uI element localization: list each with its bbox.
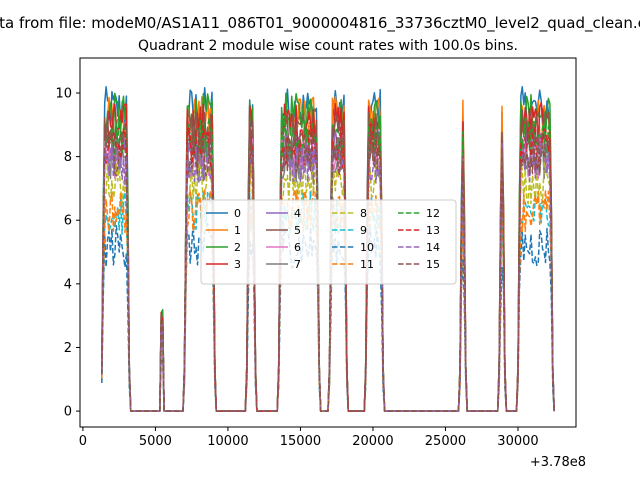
- x-tick-label: 0: [79, 434, 87, 449]
- x-tick-label: 25000: [425, 434, 466, 449]
- legend-label-8: 8: [360, 207, 367, 220]
- y-tick-label: 0: [64, 405, 72, 420]
- x-tick-label: 30000: [497, 434, 538, 449]
- x-tick-label: 15000: [280, 434, 321, 449]
- legend-label-5: 5: [294, 224, 301, 237]
- x-tick-label: 5000: [139, 434, 172, 449]
- legend-label-6: 6: [294, 241, 301, 254]
- figure-suptitle: Data from file: modeM0/AS1A11_086T01_900…: [0, 14, 640, 33]
- x-tick-label: 10000: [207, 434, 248, 449]
- y-tick-label: 6: [64, 214, 72, 229]
- legend-label-4: 4: [294, 207, 301, 220]
- legend-label-9: 9: [360, 224, 367, 237]
- legend-label-3: 3: [234, 258, 241, 271]
- legend-label-0: 0: [234, 207, 241, 220]
- chart-title: Quadrant 2 module wise count rates with …: [138, 38, 518, 54]
- legend-label-10: 10: [360, 241, 374, 254]
- legend-label-13: 13: [426, 224, 440, 237]
- legend-label-14: 14: [426, 241, 440, 254]
- y-tick-label: 10: [55, 86, 72, 101]
- legend-label-2: 2: [234, 241, 241, 254]
- x-axis: 0 5000 10000 15000 20000 25000 30000: [79, 427, 539, 449]
- legend-box: [200, 199, 457, 285]
- legend-label-7: 7: [294, 258, 301, 271]
- plot-frame: [79, 57, 577, 428]
- legend-label-1: 1: [234, 224, 241, 237]
- series-layer: [101, 85, 555, 412]
- y-tick-label: 2: [64, 341, 72, 356]
- y-tick-label: 4: [64, 277, 72, 292]
- series-line-15: [101, 130, 555, 412]
- legend-label-11: 11: [360, 258, 374, 271]
- legend-label-15: 15: [426, 258, 440, 271]
- x-offset-label: +3.78e8: [530, 455, 586, 470]
- x-tick-label: 20000: [352, 434, 393, 449]
- legend-label-12: 12: [426, 207, 440, 220]
- y-tick-label: 8: [64, 150, 72, 165]
- y-axis: 0 2 4 6 8 10: [55, 86, 80, 420]
